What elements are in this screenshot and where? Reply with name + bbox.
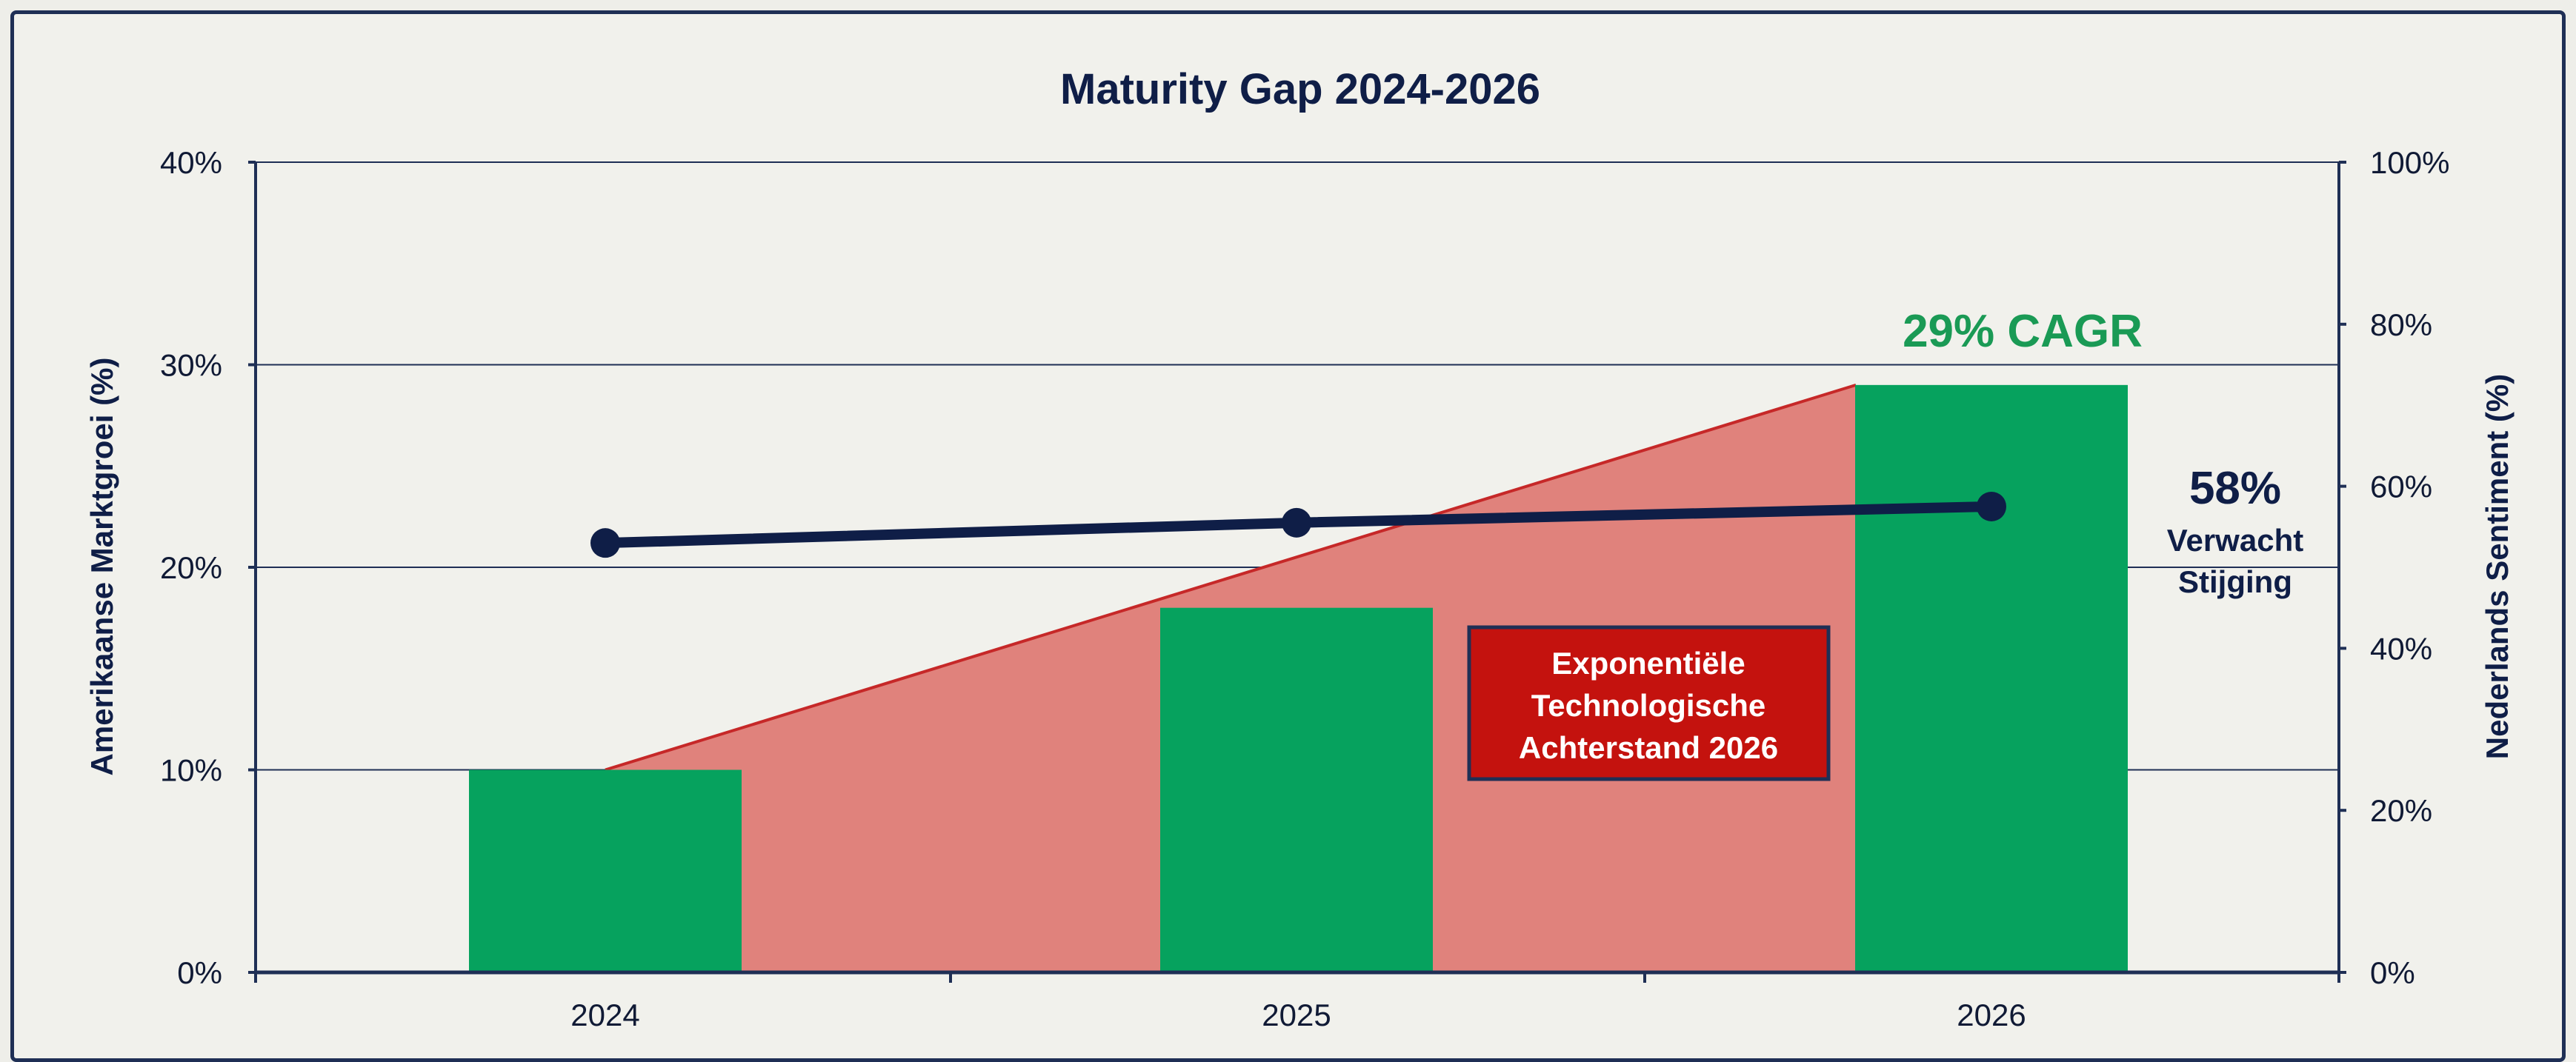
bar-2024 bbox=[469, 769, 742, 972]
y-left-tick-label: 40% bbox=[160, 145, 222, 180]
y-left-tick-label: 30% bbox=[160, 348, 222, 383]
gap-annotation-box: Exponentiële Technologische Achterstand … bbox=[1467, 625, 1831, 781]
line-layer bbox=[590, 491, 2006, 558]
y-right-tick-label: 20% bbox=[2370, 793, 2432, 828]
gap-box-background bbox=[1467, 625, 1831, 781]
y-right-tick-label: 40% bbox=[2370, 631, 2432, 666]
bar-2026 bbox=[1855, 384, 2128, 972]
gap-label-line1: Exponentiële bbox=[1551, 646, 1745, 681]
x-tick-label: 2024 bbox=[570, 998, 639, 1032]
sentiment-point-2026 bbox=[1977, 491, 2006, 521]
y-left-tick-label: 0% bbox=[177, 955, 222, 990]
x-tick-label: 2026 bbox=[1957, 998, 2026, 1032]
gap-area-edge bbox=[605, 383, 1857, 772]
sentiment-point-2024 bbox=[590, 528, 620, 558]
sentiment-label-line2: Stijging bbox=[2178, 564, 2292, 599]
x-tick-label: 2025 bbox=[1262, 998, 1331, 1032]
y-right-tick-label: 100% bbox=[2370, 145, 2449, 180]
chart-title: Maturity Gap 2024-2026 bbox=[1060, 65, 1540, 113]
y-axis-left-label: Amerikaanse Marktgroei (%) bbox=[84, 358, 119, 776]
sentiment-label-line1: Verwacht bbox=[2167, 523, 2303, 558]
axes: 0% 10% 20% 30% 40% 0% 20% 40% 60% 80% 100% 2024 2025… bbox=[160, 145, 2449, 1032]
bar-2025 bbox=[1160, 607, 1433, 972]
sentiment-value-annotation: 58% bbox=[2189, 463, 2281, 514]
y-right-tick-label: 80% bbox=[2370, 307, 2432, 342]
y-axis-right-label: Nederlands Sentiment (%) bbox=[2480, 374, 2515, 759]
gap-label-line2: Technologische bbox=[1531, 688, 1766, 723]
bars bbox=[469, 384, 2128, 972]
y-left-tick-label: 20% bbox=[160, 550, 222, 585]
sentiment-point-2025 bbox=[1282, 507, 1311, 538]
gap-label-line3: Achterstand 2026 bbox=[1519, 730, 1778, 765]
y-right-tick-label: 60% bbox=[2370, 470, 2432, 504]
y-left-tick-label: 10% bbox=[160, 753, 222, 788]
cagr-annotation: 29% CAGR bbox=[1903, 306, 2143, 357]
y-right-tick-label: 0% bbox=[2370, 955, 2415, 990]
